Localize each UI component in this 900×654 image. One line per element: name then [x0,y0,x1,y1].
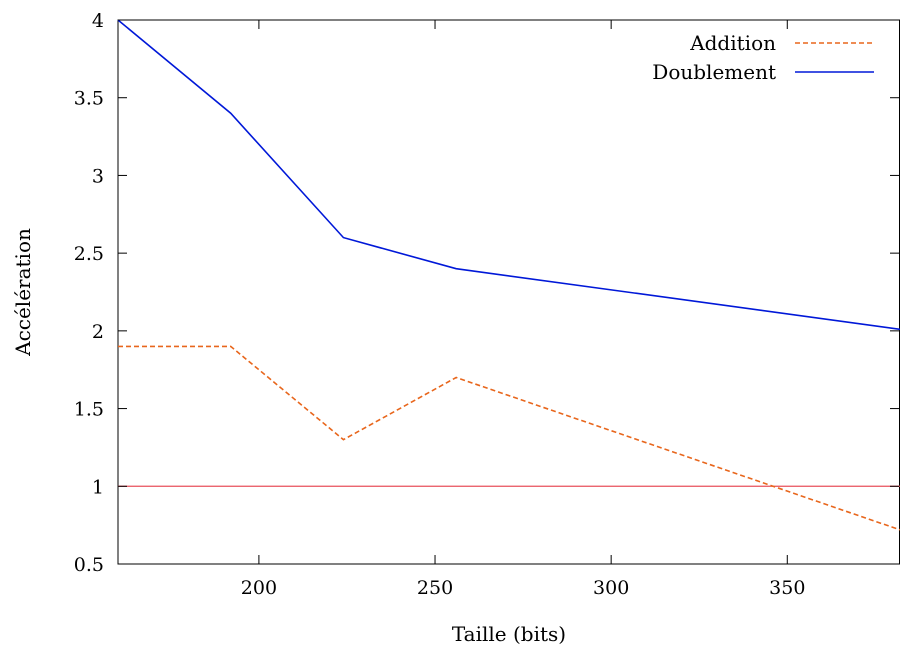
y-tick-label: 1 [92,476,104,498]
y-tick-label: 3 [92,165,104,187]
series-layer [117,19,900,531]
legend: Addition Doublement [652,31,874,84]
x-axis-label: Taille (bits) [452,622,566,646]
y-tick-label: 0.5 [74,554,104,576]
series-line-doublement [117,19,900,331]
x-tick-label: 300 [593,577,629,599]
legend-label-doublement: Doublement [652,60,776,84]
x-tick-label: 250 [417,577,453,599]
series-line-addition [118,345,900,531]
x-tick-label: 200 [241,577,277,599]
plot-border [117,19,900,565]
x-tick-label: 350 [769,577,805,599]
plot-frame [117,19,900,565]
ticks-layer: 200 250 300 350 0.5 1 1.5 2 2.5 3 3.5 4 [74,10,899,599]
y-tick-label: 1.5 [74,399,104,421]
y-tick-label: 4 [92,10,104,32]
y-tick-label: 2.5 [74,243,104,265]
y-tick-label: 2 [92,321,104,343]
y-tick-label: 3.5 [74,88,104,110]
legend-label-addition: Addition [689,31,776,55]
y-axis-label: Accélération [11,228,35,357]
